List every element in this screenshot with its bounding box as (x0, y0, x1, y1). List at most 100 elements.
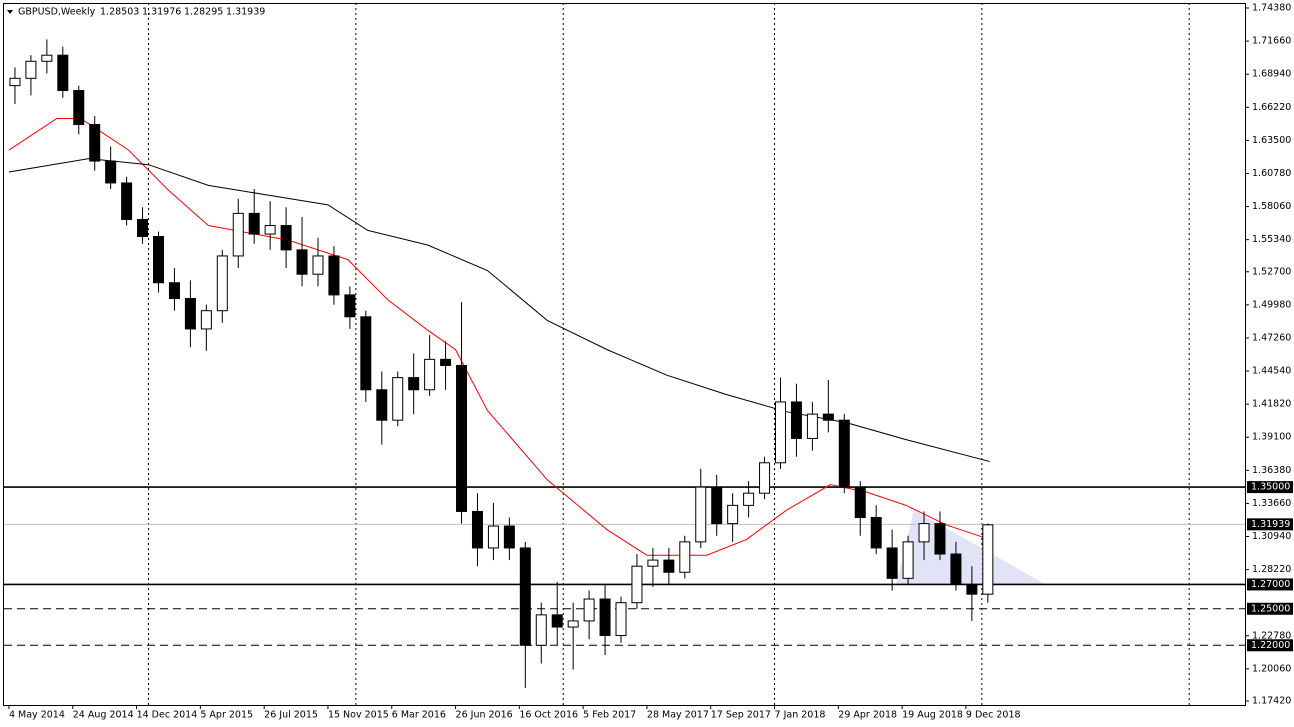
level-box (1247, 578, 1293, 591)
candle-body (440, 358, 452, 366)
x-tick-label: 26 Jul 2015 (264, 710, 318, 721)
level-label: 1.27000 (1251, 579, 1290, 590)
y-tick-label: 1.68940 (1252, 69, 1291, 80)
header-value: 1.31939 (226, 7, 265, 18)
candle-body (822, 413, 834, 421)
candle-body (216, 255, 228, 312)
candle-body (950, 553, 962, 585)
candle-body (9, 77, 21, 87)
candle-body (232, 212, 244, 257)
candle-body (918, 523, 930, 543)
candle-body (408, 377, 420, 391)
y-tick-label: 1.20060 (1252, 663, 1291, 674)
candle-body (73, 89, 85, 126)
header-value: 1.28295 (184, 7, 223, 18)
level-box (1247, 602, 1293, 615)
candle-body (153, 235, 165, 284)
y-tick-label: 1.41820 (1252, 399, 1291, 410)
y-tick-label: 1.33660 (1252, 498, 1291, 509)
x-tick-label: 7 Jan 2018 (775, 710, 826, 721)
candle-body (934, 523, 946, 555)
candle-body (25, 60, 37, 79)
y-tick-label: 1.39100 (1252, 432, 1291, 443)
level-label: 1.22000 (1251, 640, 1290, 651)
x-tick-label: 28 May 2017 (647, 710, 709, 721)
x-tick-label: 5 Apr 2015 (200, 710, 253, 721)
candle-body (280, 225, 292, 251)
level-box (1247, 639, 1293, 652)
candle-body (168, 282, 180, 300)
y-tick-label: 1.74380 (1252, 3, 1291, 14)
candle-body (567, 620, 579, 628)
x-tick-label: 6 Mar 2016 (392, 710, 446, 721)
header-value: 1.31976 (142, 7, 181, 18)
level-label: 1.25000 (1251, 603, 1290, 614)
header-value: 1.28503 (100, 7, 139, 18)
candle-body (503, 525, 515, 549)
candle-body (870, 517, 882, 549)
current-price-label: 1.31939 (1251, 519, 1290, 530)
x-tick-label: 24 Aug 2014 (73, 710, 134, 721)
candle-body (535, 614, 547, 646)
x-tick-label: 4 May 2014 (9, 710, 65, 721)
x-tick-label: 19 Aug 2018 (902, 710, 963, 721)
candle-body (471, 510, 483, 549)
candle-body (838, 419, 850, 488)
candle-body (790, 401, 802, 439)
y-tick-label: 1.55340 (1252, 234, 1291, 245)
candle-body (57, 54, 69, 91)
candle-body (854, 486, 866, 519)
current-price-box (1247, 518, 1293, 531)
candle-body (264, 225, 276, 235)
candle-body (663, 559, 675, 573)
y-tick-label: 1.30940 (1252, 531, 1291, 542)
chart-title: GBPUSD,Weekly (18, 7, 96, 18)
candle-body (982, 524, 994, 595)
candle-body (41, 54, 53, 62)
candle-body (137, 218, 149, 237)
x-tick-label: 5 Feb 2017 (583, 710, 636, 721)
y-tick-label: 1.17420 (1252, 695, 1291, 706)
candle-body (328, 255, 340, 296)
candle-body (200, 310, 212, 330)
y-tick-label: 1.49980 (1252, 299, 1291, 310)
y-tick-label: 1.22780 (1252, 630, 1291, 641)
y-tick-label: 1.60780 (1252, 168, 1291, 179)
candle-body (89, 124, 101, 162)
candle-body (647, 559, 659, 567)
candle-body (360, 316, 372, 391)
candle-body (806, 413, 818, 439)
plot-frame (3, 3, 1246, 706)
candle-body (519, 547, 531, 646)
y-tick-label: 1.47260 (1252, 332, 1291, 343)
x-tick-label: 14 Dec 2014 (137, 710, 198, 721)
candle-body (886, 547, 898, 579)
y-tick-label: 1.63500 (1252, 135, 1291, 146)
candle-body (424, 358, 436, 391)
y-tick-label: 1.28220 (1252, 564, 1291, 575)
x-tick-label: 16 Oct 2016 (519, 710, 578, 721)
candle-body (774, 401, 786, 464)
candle-body (312, 255, 324, 275)
candle-body (248, 212, 260, 235)
candle-body (456, 364, 468, 512)
candle-body (759, 462, 771, 494)
candle-body (184, 298, 196, 330)
candle-body (551, 614, 563, 628)
candle-body (711, 486, 723, 525)
candle-body (631, 565, 643, 604)
y-tick-label: 1.71660 (1252, 36, 1291, 47)
x-tick-label: 26 Jun 2016 (456, 710, 513, 721)
candle-body (902, 541, 914, 579)
candle-body (966, 583, 978, 595)
y-tick-label: 1.58060 (1252, 201, 1291, 212)
candle-body (121, 182, 133, 220)
level-label: 1.35000 (1251, 482, 1290, 493)
x-tick-label: 15 Nov 2015 (328, 710, 389, 721)
candle-body (344, 294, 356, 318)
y-tick-label: 1.52700 (1252, 266, 1291, 277)
candle-body (615, 602, 627, 637)
candle-body (679, 541, 691, 573)
